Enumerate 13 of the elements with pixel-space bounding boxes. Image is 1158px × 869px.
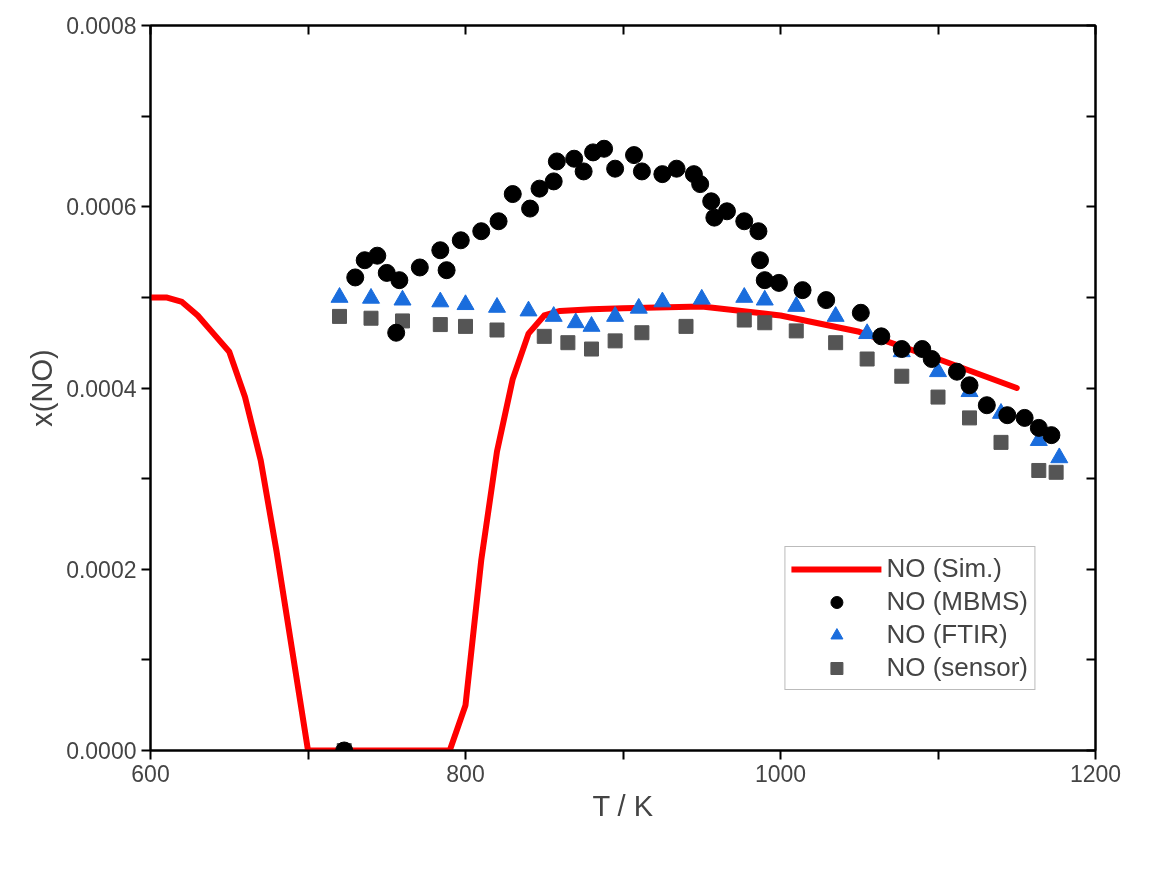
legend-label: NO (Sim.) (886, 553, 1002, 584)
y-tick-label: 0.0002 (66, 556, 137, 583)
x-tick-label: 800 (446, 760, 485, 787)
x-tick-label: 1200 (1069, 760, 1122, 787)
legend-label: NO (MBMS) (886, 586, 1028, 617)
y-axis-title: x(NO) (26, 349, 59, 427)
x-tick-label: 1000 (754, 760, 807, 787)
legend-label: NO (sensor) (886, 652, 1028, 683)
y-tick-label: 0.0008 (66, 13, 137, 39)
y-tick-label: 0.0004 (66, 375, 137, 402)
x-axis-title: T / K (592, 789, 654, 822)
y-tick-label: 0.0006 (66, 194, 137, 221)
legend-label: NO (FTIR) (886, 619, 1008, 650)
